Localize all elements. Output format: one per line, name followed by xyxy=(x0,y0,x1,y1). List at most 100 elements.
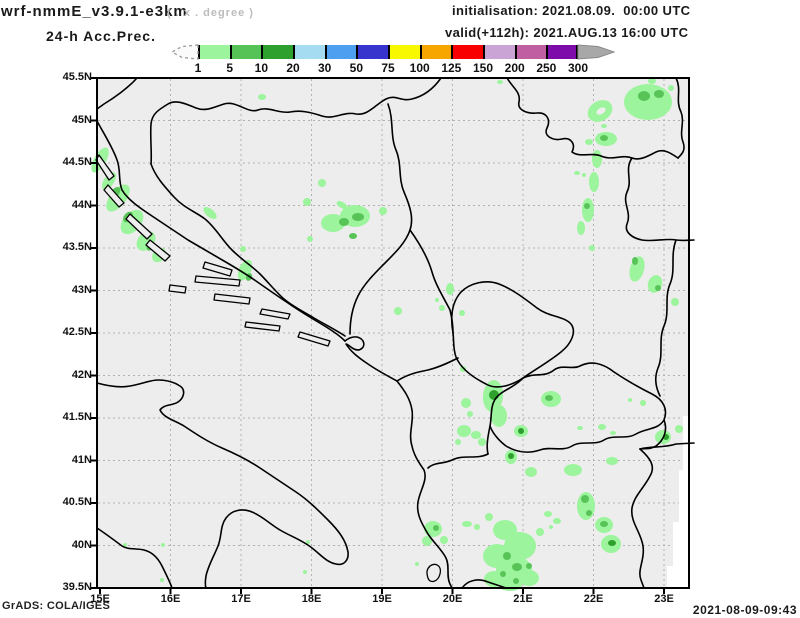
precip-blob xyxy=(336,201,348,209)
coast-calabria xyxy=(96,527,173,589)
precip-blob xyxy=(589,172,599,192)
lon-tick-label: 21E xyxy=(513,593,533,605)
lon-tick-label: 22E xyxy=(583,593,604,605)
precip-blob xyxy=(654,90,664,98)
lat-tick-label: 41N xyxy=(71,453,92,466)
legend-segment xyxy=(292,45,325,59)
lon-tick-label: 19E xyxy=(372,593,392,605)
field-title: 24-h Acc.Prec. xyxy=(46,28,156,44)
legend-overflow-arrow xyxy=(577,44,616,60)
legend-tick-label: 300 xyxy=(567,61,589,75)
valid-line: valid(+112h): 2021.AUG.13 16:00 UTC xyxy=(445,25,689,40)
legend-segment xyxy=(451,45,483,59)
precip-blob xyxy=(519,570,539,586)
adriatic-islands xyxy=(95,154,331,347)
precip-blob xyxy=(512,563,522,571)
precip-blob xyxy=(422,536,432,546)
precip-blob xyxy=(491,405,507,427)
precip-blob xyxy=(606,457,618,465)
border-albania-macedonia xyxy=(486,377,524,455)
border-croatia-bosnia xyxy=(150,163,346,337)
precip-blob xyxy=(508,453,514,459)
legend-tick-label: 150 xyxy=(472,61,494,75)
precip-blob xyxy=(415,562,419,566)
precip-blob xyxy=(433,525,439,531)
legend-segment xyxy=(419,45,452,59)
precip-blob xyxy=(306,540,310,544)
precip-blob xyxy=(474,524,480,530)
precip-blob xyxy=(471,431,481,439)
precip-blob xyxy=(549,525,553,529)
legend-segment xyxy=(356,45,388,59)
border-greece-bulgaria xyxy=(639,442,695,450)
border-serbia-bulgaria xyxy=(655,239,677,397)
precip-blob xyxy=(600,521,608,527)
lon-tick-label: 15E xyxy=(90,593,110,605)
grads-credit: GrADS: COLA/IGES xyxy=(2,600,111,612)
model-title: wrf-nmmE_v3.9.1-e3km xyxy=(1,3,188,20)
lat-tick-label: 42.5N xyxy=(62,326,92,338)
border-macedonia xyxy=(489,362,667,453)
precip-blob xyxy=(459,310,465,316)
precip-blob xyxy=(525,467,537,477)
precip-blob xyxy=(577,221,585,235)
lat-tick-label: 45.5N xyxy=(62,71,92,83)
precip-blob xyxy=(655,285,661,291)
precip-blob xyxy=(585,139,593,145)
precip-blob xyxy=(318,179,326,187)
precip-blob xyxy=(598,424,606,430)
precip-blob xyxy=(440,536,448,544)
precip-blob xyxy=(518,428,524,434)
lat-tick-label: 43.5N xyxy=(62,241,92,253)
precip-blob xyxy=(478,438,486,446)
lat-tick-label: 45N xyxy=(71,113,92,126)
precip-blob xyxy=(240,246,246,252)
island-corfu xyxy=(426,563,442,583)
precip-blob xyxy=(601,124,607,128)
precip-blob xyxy=(303,570,307,574)
precip-blob xyxy=(589,245,595,251)
legend-tick-label: 50 xyxy=(349,61,364,75)
precip-blob xyxy=(671,298,679,306)
precip-blob xyxy=(500,571,506,577)
precip-blob xyxy=(586,510,592,516)
precip-blob xyxy=(553,518,561,524)
legend-tick-label: 125 xyxy=(441,61,462,75)
border-romania-ne xyxy=(675,77,685,159)
precip-blob xyxy=(574,171,580,175)
precip-blob xyxy=(504,532,536,560)
legend-segment xyxy=(482,45,515,59)
precip-blob xyxy=(536,528,544,536)
lat-tick-label: 40N xyxy=(71,538,92,551)
river-danube-south xyxy=(624,157,695,242)
precip-blob xyxy=(638,91,650,101)
precip-blob xyxy=(379,207,387,215)
precip-blob xyxy=(446,283,454,295)
coast-greece-aegean xyxy=(631,448,654,589)
precip-blob xyxy=(513,578,519,584)
creation-timestamp: 2021-08-09-09:43 xyxy=(692,603,797,617)
legend-tick-label: 200 xyxy=(504,61,525,75)
legend-tick-label: 20 xyxy=(286,61,300,75)
lon-tick-label: 18E xyxy=(301,593,322,605)
precip-blob xyxy=(503,552,511,560)
precip-blob xyxy=(592,150,602,168)
legend-tick-label: 100 xyxy=(409,61,430,75)
river-danube xyxy=(506,77,679,160)
precip-blob xyxy=(628,398,632,402)
lon-tick-label: 20E xyxy=(442,593,463,605)
precip-blob xyxy=(303,198,311,206)
precip-blob xyxy=(497,80,503,84)
precip-blob xyxy=(640,400,646,406)
precip-blob xyxy=(668,85,674,91)
precip-blob xyxy=(584,203,590,209)
coast-montenegro-kotor xyxy=(344,336,398,382)
precip-blob xyxy=(321,214,345,232)
precip-blob xyxy=(258,94,266,100)
precip-blob xyxy=(339,218,349,226)
legend-segment xyxy=(324,45,357,59)
precip-blob xyxy=(624,84,672,120)
precip-blob xyxy=(485,513,493,521)
